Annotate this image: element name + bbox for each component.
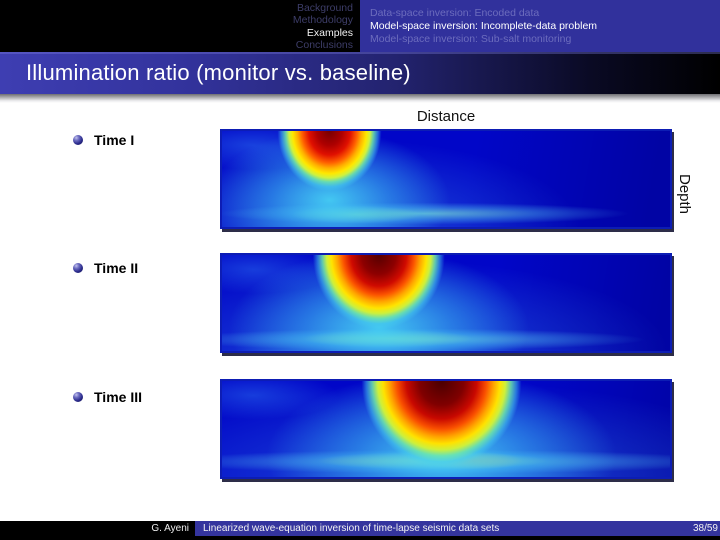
frame-title-bar: Illumination ratio (monitor vs. baseline…	[0, 52, 720, 94]
panel-label: Time II	[94, 260, 139, 276]
header-nav: Background Methodology Examples Conclusi…	[0, 0, 720, 52]
footer-paper-title: Linearized wave-equation inversion of ti…	[203, 523, 500, 534]
list-item-time-3: Time III	[73, 389, 142, 405]
heatmap-time-3	[220, 379, 672, 479]
nav-subsection-encoded-data[interactable]: Data-space inversion: Encoded data	[370, 7, 540, 19]
nav-sections: Background Methodology Examples Conclusi…	[0, 0, 360, 52]
panel-label: Time III	[94, 389, 142, 405]
nav-section-conclusions[interactable]: Conclusions	[295, 39, 353, 52]
heatmap-time-1	[220, 129, 672, 229]
page-title: Illumination ratio (monitor vs. baseline…	[26, 60, 411, 85]
list-item-time-1: Time I	[73, 132, 134, 148]
panel-label: Time I	[94, 132, 135, 148]
bottom-border-strip	[0, 536, 720, 540]
footline: G. Ayeni Linearized wave-equation invers…	[0, 521, 720, 536]
heatmap-time-2	[220, 253, 672, 353]
nav-subsection-subsalt-monitoring[interactable]: Model-space inversion: Sub-salt monitori…	[370, 33, 572, 45]
title-shadow-strip	[0, 94, 720, 103]
bullet-sphere-icon	[73, 263, 83, 273]
nav-section-background[interactable]: Background	[296, 2, 353, 14]
bullet-sphere-icon	[73, 392, 83, 402]
depth-axis-label: Depth	[676, 173, 693, 215]
distance-axis-label: Distance	[416, 108, 476, 125]
nav-section-methodology[interactable]: Methodology	[292, 14, 353, 27]
nav-section-examples[interactable]: Examples	[306, 26, 353, 39]
footer-author: G. Ayeni	[151, 523, 189, 534]
footer-page-number: 38/59	[692, 523, 718, 534]
footer-author-cell: G. Ayeni	[0, 521, 195, 536]
list-item-time-2: Time II	[73, 260, 138, 276]
nav-subsections: Data-space inversion: Encoded data Model…	[360, 0, 720, 52]
footer-title-cell: Linearized wave-equation inversion of ti…	[195, 521, 720, 536]
bullet-sphere-icon	[73, 135, 83, 145]
nav-subsection-incomplete-data[interactable]: Model-space inversion: Incomplete-data p…	[370, 20, 598, 32]
